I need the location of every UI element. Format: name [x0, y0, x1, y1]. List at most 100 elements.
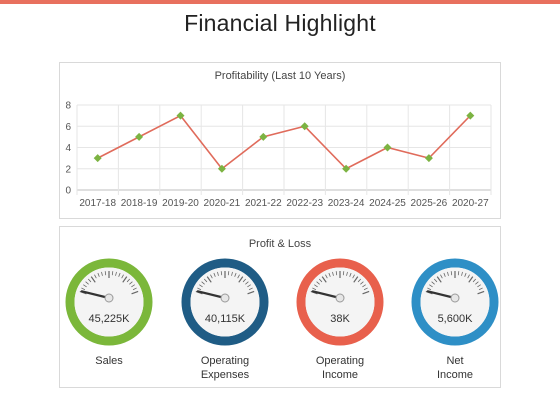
x-tick-label: 2021-22	[245, 198, 282, 209]
gauge-operating-income: 38K Operating Income	[295, 257, 385, 381]
gauge-dial-sales	[65, 258, 153, 346]
gauge-tick	[122, 276, 128, 283]
gauge-label-operating-income: Operating Income	[280, 354, 400, 382]
y-tick-label: 0	[65, 186, 71, 197]
gauge-ring	[181, 258, 269, 346]
profit-loss-title: Profit & Loss	[248, 238, 312, 250]
gauge-tick	[357, 278, 362, 283]
data-point	[217, 164, 226, 173]
gauge-tick	[248, 287, 253, 291]
gauge-value-net-income: 5,600K	[437, 313, 473, 325]
gauge-tick	[427, 287, 432, 291]
x-tick-label: 2017-18	[79, 198, 116, 209]
gauge-tick	[429, 284, 433, 288]
gauge-tick	[332, 271, 334, 276]
gauge-sales: 45,225K Sales	[64, 257, 154, 367]
gauge-needle	[426, 290, 457, 300]
gauge-tick	[231, 271, 233, 276]
gauge-needle	[311, 290, 342, 300]
gauge-tick	[247, 284, 251, 288]
gauge-tick	[118, 272, 121, 277]
gauge-value-operating-income: 38K	[330, 313, 350, 325]
gauge-needle	[196, 290, 227, 300]
gauge-tick	[129, 281, 133, 285]
gauge-tick	[314, 284, 318, 288]
gauge-label-line: Operating	[200, 355, 250, 367]
gauge-label-line: Sales	[95, 355, 123, 367]
gauge-tick	[126, 278, 131, 283]
gauge-dial-operating-income	[296, 258, 384, 346]
gauge-tick	[467, 274, 470, 279]
gauge-tick	[346, 271, 348, 276]
gauge-value-operating-expenses: 40,115K	[204, 313, 246, 325]
gauge-label-net-income: Net Income	[395, 354, 515, 382]
gauge-tick	[97, 272, 100, 277]
gauge-tick	[447, 271, 449, 276]
x-tick-label: 2020-27	[452, 198, 489, 209]
gauge-tick	[318, 278, 323, 283]
gauge-tick	[87, 278, 92, 283]
gauge-tick	[121, 274, 124, 279]
gauge-tick	[352, 274, 355, 279]
gauge-label-line: Expenses	[200, 369, 250, 381]
gauge-tick	[472, 278, 477, 283]
gauge-tick	[477, 290, 485, 295]
gauge-tick	[431, 281, 435, 285]
gauge-tick	[131, 290, 139, 295]
chart-title: Profitability (Last 10 Years)	[214, 70, 346, 82]
gauge-label-line: Operating	[315, 355, 365, 367]
gauge-pivot	[335, 293, 345, 303]
data-point	[135, 132, 144, 141]
x-tick-label: 2023-24	[328, 198, 365, 209]
gauge-tick	[436, 276, 442, 283]
gauge-tick	[115, 271, 117, 276]
profitability-chart-panel: Profitability (Last 10 Years) 0 2 4 6 8 2017-…	[59, 62, 501, 219]
gauge-tick	[312, 287, 317, 291]
gauge-tick	[132, 287, 137, 291]
gauge-tick	[478, 287, 483, 291]
gauge-tick	[321, 276, 327, 283]
gauge-tick	[81, 287, 86, 291]
gauge-tick	[475, 281, 479, 285]
gauge-pivot	[220, 293, 230, 303]
gauge-tick	[443, 272, 446, 277]
series-line	[97, 114, 471, 170]
x-tick-label: 2022-23	[286, 198, 323, 209]
gauge-tick	[440, 274, 443, 279]
profit-loss-panel: Profit & Loss 45,225K Sales 40,115K Oper…	[59, 226, 501, 388]
data-point	[424, 154, 433, 163]
gauge-tick	[360, 281, 364, 285]
gauge-tick	[362, 290, 370, 295]
gauge-tick	[461, 271, 463, 276]
gauge-tick	[433, 278, 438, 283]
gauge-tick	[477, 284, 481, 288]
gauge-tick	[238, 276, 244, 283]
gauge-label-operating-expenses: Operating Expenses	[165, 354, 285, 382]
gauge-tick	[234, 272, 237, 277]
x-tick-label: 2020-21	[204, 198, 241, 209]
gauge-tick	[199, 284, 203, 288]
gauge-ring	[411, 258, 499, 346]
gauge-tick	[247, 290, 255, 295]
gauge-tick	[237, 274, 240, 279]
gauge-tick	[210, 274, 213, 279]
gauge-ring	[296, 258, 384, 346]
gauge-operating-expenses: 40,115K Operating Expenses	[180, 257, 270, 381]
gauge-needle	[80, 290, 111, 300]
gauge-tick	[85, 281, 89, 285]
y-tick-label: 4	[65, 143, 71, 154]
x-tick-label: 2024-25	[369, 198, 406, 209]
gauge-label-sales: Sales	[49, 354, 169, 368]
page-title: Financial Highlight	[184, 10, 376, 36]
gauge-tick	[94, 274, 97, 279]
data-point	[383, 143, 392, 152]
data-point	[300, 122, 309, 131]
y-tick-label: 8	[65, 101, 71, 112]
gauge-ring	[65, 258, 153, 346]
gauge-tick	[83, 284, 87, 288]
gauge-tick	[362, 284, 366, 288]
x-tick-label: 2025-26	[411, 198, 448, 209]
gauge-tick	[316, 281, 320, 285]
gauge-pivot	[450, 293, 460, 303]
gauge-tick	[349, 272, 352, 277]
